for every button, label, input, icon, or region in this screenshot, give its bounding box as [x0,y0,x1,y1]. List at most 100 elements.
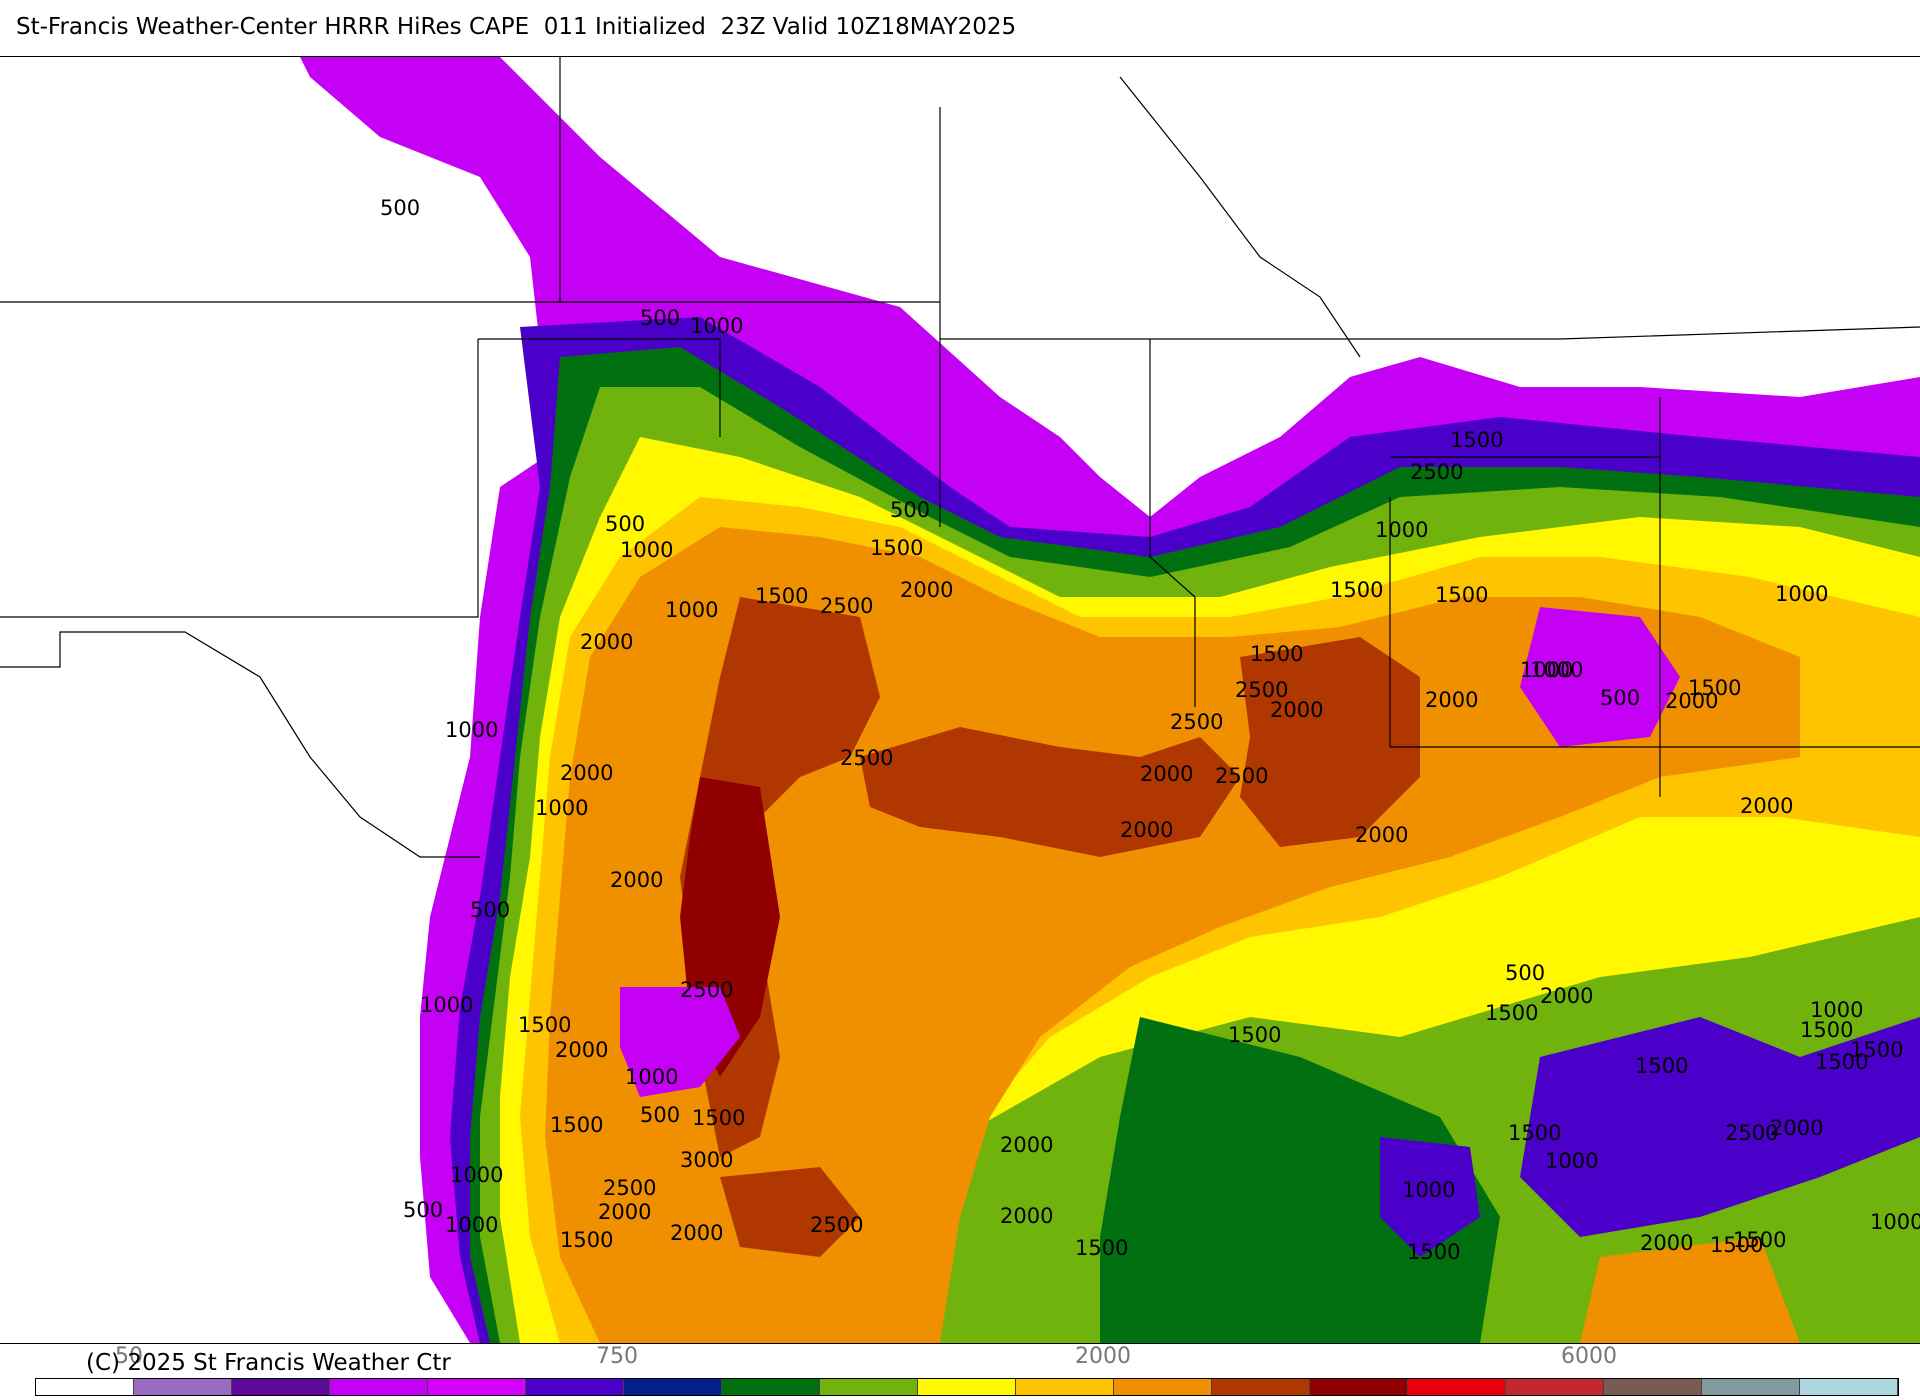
contour-label: 1500 [518,1013,571,1037]
colorbar-swatch [624,1379,722,1395]
contour-label: 1500 [1635,1054,1688,1078]
colorbar-swatch [526,1379,624,1395]
contour-label: 1000 [620,538,673,562]
contour-label: 500 [403,1198,443,1222]
contour-label: 500 [605,512,645,536]
colorbar-swatch [1702,1379,1800,1395]
contour-label: 1000 [535,796,588,820]
contour-label: 1000 [1530,658,1583,682]
contour-label: 1000 [625,1065,678,1089]
contour-label: 1500 [1407,1240,1460,1264]
contour-label: 2000 [560,761,613,785]
colorbar-swatch [1212,1379,1310,1395]
contour-label: 1500 [1228,1023,1281,1047]
contour-label: 1500 [1800,1018,1853,1042]
cape-fill [300,57,1920,1343]
colorbar-swatch [1800,1379,1898,1395]
contour-label: 1000 [690,314,743,338]
contour-label: 2000 [1770,1116,1823,1140]
colorbar-swatch [722,1379,820,1395]
contour-label: 2500 [820,594,873,618]
contour-label: 1500 [1250,642,1303,666]
contour-label: 1000 [1810,998,1863,1022]
contour-label: 500 [640,306,680,330]
colorbar-tick: 6000 [1561,1344,1617,1369]
contour-label: 2000 [1665,689,1718,713]
contour-label: 500 [470,898,510,922]
contour-label: 2500 [1170,710,1223,734]
contour-label: 1500 [1435,583,1488,607]
contour-label: 2000 [1120,818,1173,842]
contour-label: 2500 [1725,1121,1778,1145]
contour-label: 1500 [560,1228,613,1252]
contour-label: 500 [1600,686,1640,710]
contour-label: 2500 [603,1176,656,1200]
contour-label: 2500 [680,978,733,1002]
contour-label: 1500 [870,536,923,560]
contour-label: 1000 [1545,1149,1598,1173]
colorbar-tick: 2000 [1075,1344,1131,1369]
colorbar-swatch [1114,1379,1212,1395]
contour-label: 1500 [1330,578,1383,602]
contour-label: 2000 [1425,688,1478,712]
contour-label: 2000 [1140,762,1193,786]
colorbar-swatch [1310,1379,1408,1395]
contour-label: 1000 [445,1213,498,1237]
contour-label: 1000 [1402,1178,1455,1202]
contour-label: 500 [640,1103,680,1127]
contour-label: 1500 [1850,1038,1903,1062]
contour-label: 2000 [555,1038,608,1062]
contour-label: 2000 [1540,984,1593,1008]
colorbar-swatch [820,1379,918,1395]
contour-label: 2500 [1235,678,1288,702]
colorbar-ticks: 50 750 2000 6000 [0,1344,1920,1376]
contour-label: 2000 [1000,1133,1053,1157]
contour-label: 3000 [680,1148,733,1172]
colorbar [35,1378,1899,1396]
contour-label: 1000 [450,1163,503,1187]
colorbar-swatch [36,1379,134,1395]
cape-map: 500 500 1000 500 1000 1000 500 1500 2000 2500 2000… [0,56,1920,1344]
contour-label: 1500 [1733,1228,1786,1252]
contour-label: 1500 [1485,1001,1538,1025]
contour-label: 2000 [670,1221,723,1245]
contour-label: 500 [1505,961,1545,985]
copyright-text: (C) 2025 St Francis Weather Ctr [86,1350,451,1376]
contour-label: 1500 [1508,1121,1561,1145]
contour-label: 1000 [445,718,498,742]
contour-label: 1000 [1870,1210,1920,1234]
contour-label: 1500 [1710,1233,1763,1257]
contour-label: 2500 [840,746,893,770]
contour-label: 1000 [665,598,718,622]
boundary-lines [0,57,1920,858]
colorbar-swatch [918,1379,1016,1395]
colorbar-swatch [232,1379,330,1395]
contour-label: 2000 [1640,1231,1693,1255]
contour-label: 2000 [1000,1204,1053,1228]
contour-label: 1500 [1450,428,1503,452]
contour-label: 1500 [692,1106,745,1130]
contour-label: 1000 [1775,582,1828,606]
contour-label: 2000 [580,630,633,654]
contour-label: 500 [890,498,930,522]
colorbar-swatch [1016,1379,1114,1395]
contour-label: 500 [380,196,420,220]
colorbar-swatch [134,1379,232,1395]
contour-label: 2500 [1410,460,1463,484]
contour-label: 1500 [1075,1236,1128,1260]
map-title: St-Francis Weather-Center HRRR HiRes CAP… [16,14,1017,40]
colorbar-swatch [1408,1379,1506,1395]
contour-label: 2000 [900,578,953,602]
contour-label: 1500 [755,584,808,608]
contour-label: 2000 [598,1200,651,1224]
contour-label: 1000 [420,993,473,1017]
colorbar-swatch [330,1379,428,1395]
contour-label: 1500 [1688,676,1741,700]
contour-label: 1500 [1815,1050,1868,1074]
contour-label: 1000 [1375,518,1428,542]
contour-label: 2500 [810,1213,863,1237]
contour-label: 1000 [1520,658,1573,682]
contour-label: 2000 [1740,794,1793,818]
